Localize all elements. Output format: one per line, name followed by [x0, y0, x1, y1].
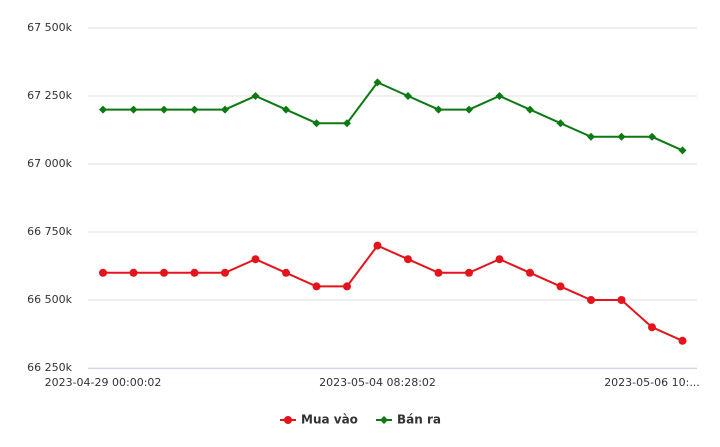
legend-label: Mua vào — [301, 413, 358, 427]
point — [373, 241, 382, 250]
point — [129, 105, 138, 114]
point — [556, 119, 565, 128]
point — [282, 268, 290, 277]
point — [495, 255, 504, 264]
point — [160, 105, 168, 114]
point — [434, 105, 443, 114]
legend-label: Bán ra — [397, 413, 441, 427]
point — [221, 105, 229, 114]
point — [282, 105, 290, 114]
point — [190, 105, 199, 114]
legend-marker — [284, 416, 292, 424]
legend-marker — [380, 416, 388, 424]
point — [373, 78, 382, 87]
point — [251, 255, 260, 264]
point — [617, 296, 626, 304]
point — [678, 336, 687, 345]
y-tick-label: 66 750k — [27, 225, 72, 238]
point — [465, 268, 473, 277]
point — [404, 255, 412, 264]
point — [160, 268, 168, 277]
legend-item: Bán ra — [376, 413, 441, 427]
y-tick-label: 67 500k — [27, 21, 72, 34]
point — [312, 119, 321, 128]
legend-item: Mua vào — [280, 413, 358, 427]
point — [556, 282, 565, 291]
point — [434, 268, 443, 277]
point — [343, 119, 351, 128]
point — [99, 105, 107, 114]
point — [648, 323, 656, 332]
point — [587, 132, 595, 141]
point — [129, 268, 138, 277]
point — [678, 146, 687, 155]
point — [404, 92, 412, 100]
point — [526, 105, 534, 114]
x-tick-label: 2023-05-04 08:28:02 — [319, 376, 436, 389]
point — [526, 268, 534, 277]
y-tick-label: 66 250k — [27, 361, 72, 374]
point — [99, 268, 107, 277]
point — [190, 268, 199, 277]
point — [617, 132, 626, 141]
x-tick-label: 2023-05-06 10:... — [604, 376, 700, 389]
point — [465, 105, 473, 114]
x-tick-label: 2023-04-29 00:00:02 — [45, 376, 162, 389]
point — [343, 282, 351, 291]
point — [312, 282, 321, 291]
line — [103, 244, 683, 342]
y-tick-label: 67 000k — [27, 157, 72, 170]
point — [495, 92, 504, 100]
y-tick-label: 67 250k — [27, 89, 72, 102]
point — [587, 296, 595, 304]
line — [103, 81, 683, 152]
point — [648, 132, 656, 141]
y-tick-label: 66 500k — [27, 293, 72, 306]
point — [251, 92, 260, 100]
point — [221, 268, 229, 277]
